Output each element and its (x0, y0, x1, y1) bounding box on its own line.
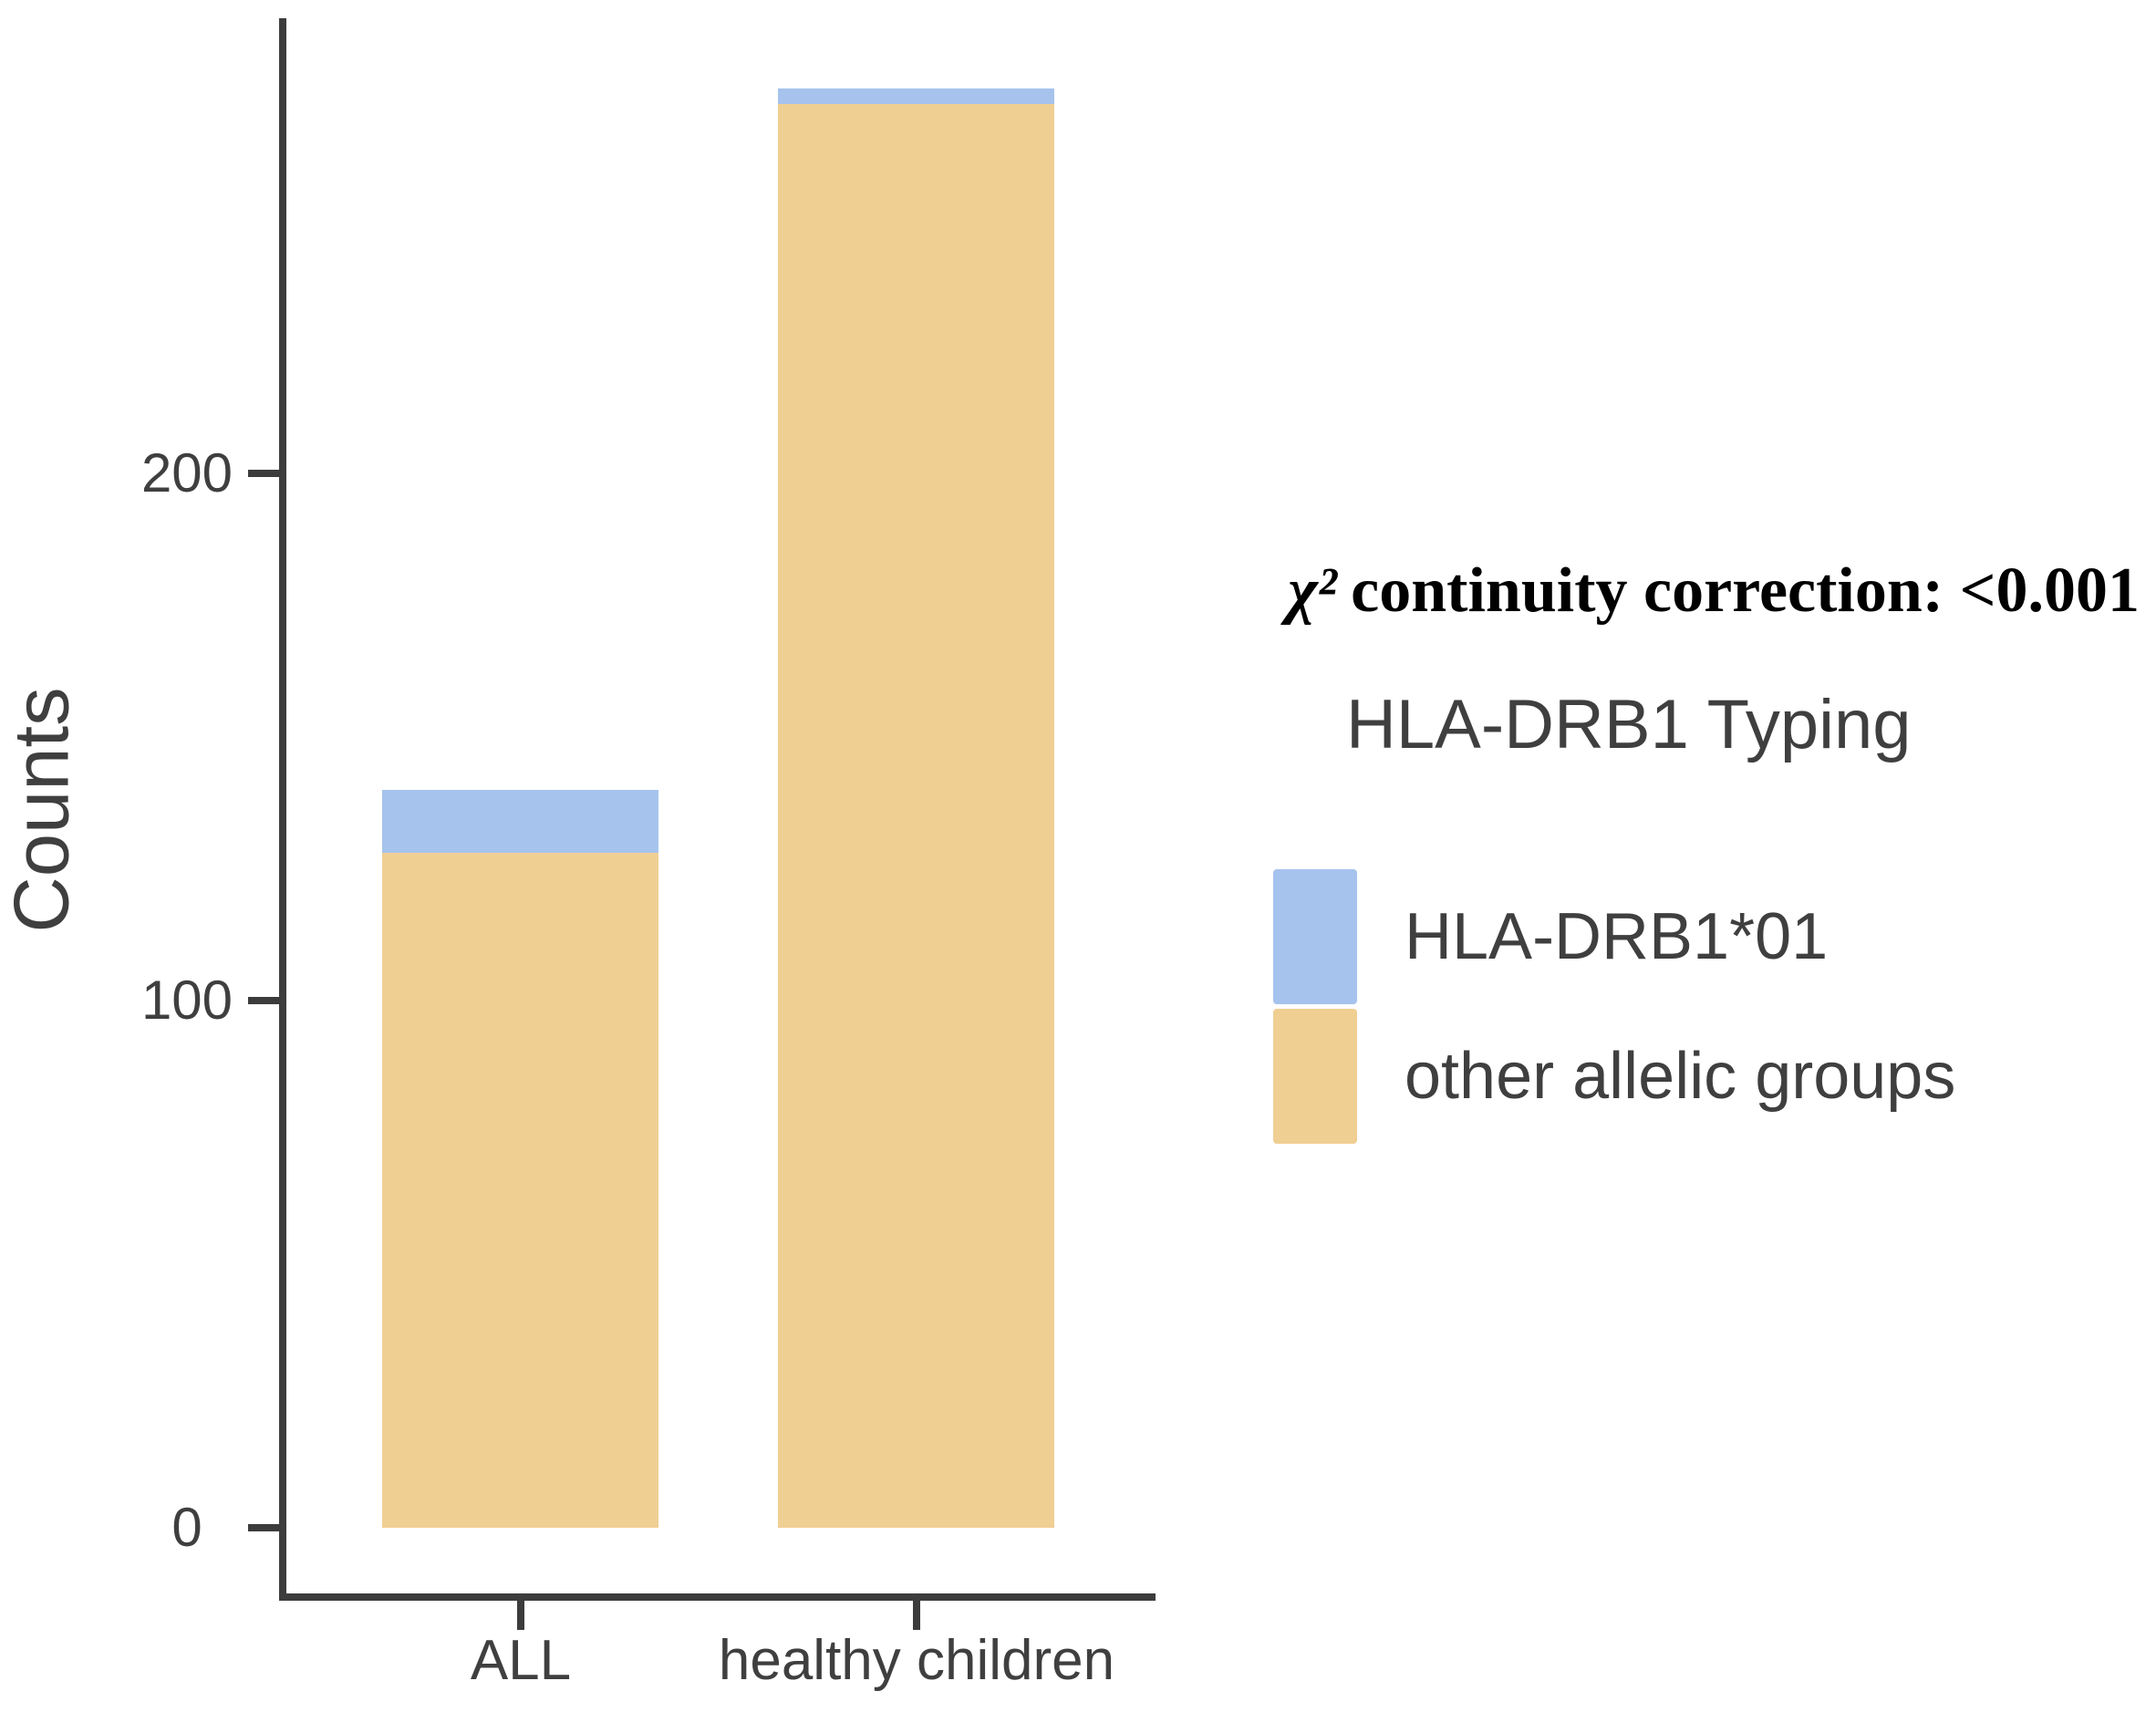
x-tick-mark (913, 1601, 920, 1630)
bar-segment-other-allelic-groups (778, 104, 1054, 1528)
bar-all (382, 0, 658, 1528)
x-tick-mark (517, 1601, 524, 1630)
legend: HLA-DRB1 Typing HLA-DRB1*01 other allelic… (1273, 682, 2140, 1193)
y-tick-mark (248, 997, 279, 1004)
y-axis-line (279, 18, 286, 1601)
y-tick-mark (248, 1524, 279, 1531)
annotation-text: continuity correction: <0.001 (1351, 555, 2140, 626)
chi-square-annotation: χ² continuity correction: <0.001 (1288, 555, 2140, 628)
y-tick-label: 0 (171, 1497, 202, 1558)
bar-segment-hla-drb1-01 (778, 88, 1054, 105)
x-tick-label-healthy-children: healthy children (718, 1629, 1115, 1692)
bar-healthy-children (778, 0, 1054, 1528)
legend-item-label: other allelic groups (1405, 1040, 1956, 1113)
legend-title: HLA-DRB1 Typing (1346, 686, 1912, 763)
legend-swatch-icon (1273, 869, 1357, 1004)
bar-segment-hla-drb1-01 (382, 789, 658, 854)
bar-segment-other-allelic-groups (382, 853, 658, 1528)
y-tick-label: 100 (140, 970, 233, 1031)
chi-symbol: χ² (1288, 555, 1337, 626)
legend-swatch-icon (1273, 1009, 1357, 1144)
legend-item: HLA-DRB1*01 (1273, 869, 1828, 1004)
legend-item-label: HLA-DRB1*01 (1405, 900, 1829, 973)
legend-item: other allelic groups (1273, 1009, 1955, 1144)
x-axis-line (279, 1593, 1156, 1601)
x-tick-label-all: ALL (470, 1629, 572, 1692)
y-tick-label: 200 (140, 442, 233, 503)
y-axis-title: Counts (0, 687, 86, 933)
y-tick-mark (248, 470, 279, 477)
